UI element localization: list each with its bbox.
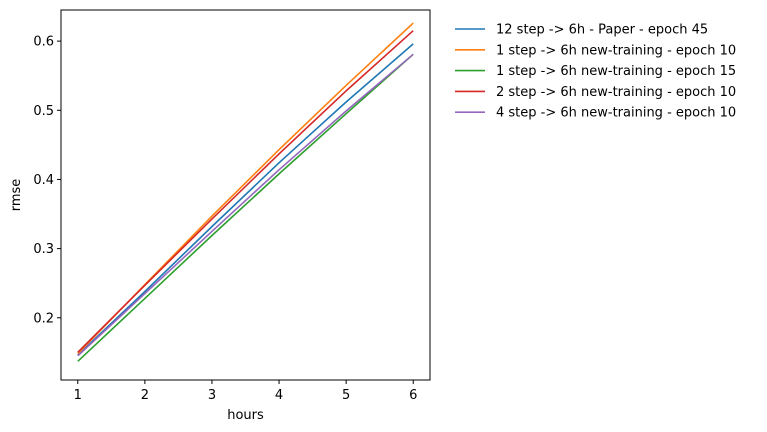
legend-label: 12 step -> 6h - Paper - epoch 45 bbox=[496, 23, 708, 38]
x-tick-label: 6 bbox=[409, 388, 417, 403]
series-line-1 bbox=[77, 43, 414, 356]
x-tick-label: 3 bbox=[208, 388, 216, 403]
x-tick-label: 2 bbox=[141, 388, 149, 403]
series-line-4 bbox=[77, 30, 414, 353]
y-axis: 0.2 0.3 0.4 0.5 0.6 bbox=[33, 35, 61, 326]
legend-label: 1 step -> 6h new-training - epoch 10 bbox=[496, 43, 736, 58]
legend-label: 4 step -> 6h new-training - epoch 10 bbox=[496, 106, 736, 121]
series-line-5 bbox=[77, 53, 414, 357]
y-tick-label: 0.2 bbox=[33, 311, 54, 326]
y-tick-label: 0.5 bbox=[33, 104, 54, 119]
legend-label: 2 step -> 6h new-training - epoch 10 bbox=[496, 85, 736, 100]
x-axis-title: hours bbox=[227, 408, 264, 423]
plot-lines bbox=[77, 22, 414, 362]
y-tick-label: 0.3 bbox=[33, 242, 54, 257]
x-tick-label: 4 bbox=[275, 388, 283, 403]
plot-frame bbox=[60, 9, 431, 381]
y-axis-title: rmse bbox=[9, 179, 24, 212]
x-tick-label: 5 bbox=[342, 388, 350, 403]
series-line-2 bbox=[77, 22, 414, 355]
series-line-3 bbox=[77, 53, 414, 362]
legend: 12 step -> 6h - Paper - epoch 45 1 step -… bbox=[455, 23, 736, 121]
x-tick-label: 1 bbox=[74, 388, 82, 403]
y-tick-label: 0.6 bbox=[33, 35, 54, 50]
x-axis: 1 2 3 4 5 6 bbox=[74, 380, 417, 403]
y-tick-label: 0.4 bbox=[33, 173, 54, 188]
legend-label: 1 step -> 6h new-training - epoch 15 bbox=[496, 64, 736, 79]
